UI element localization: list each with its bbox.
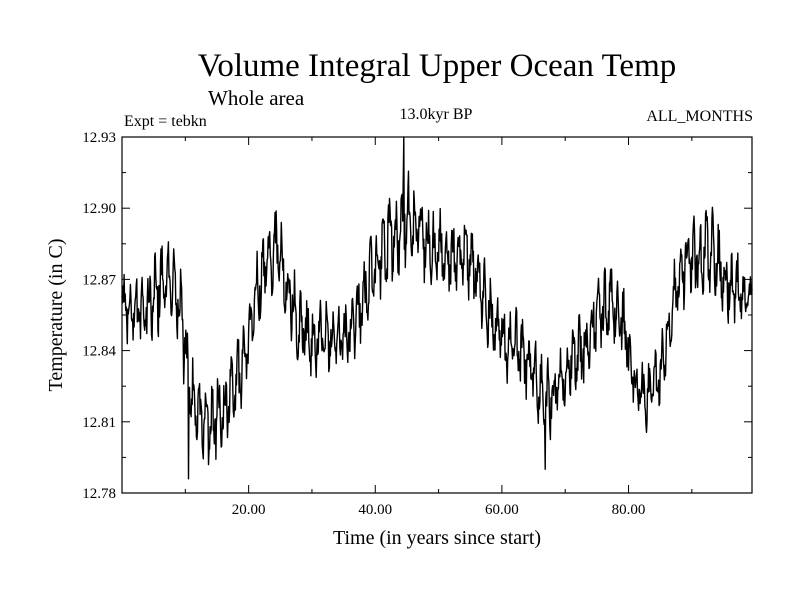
chart-title: Volume Integral Upper Ocean Temp [198,48,676,84]
x-tick-label: 40.00 [358,502,392,518]
y-axis-ticks: 12.78 12.81 12.84 12.87 12.90 12.93 [82,130,752,502]
experiment-label: Expt = tebkn [124,113,207,130]
months-label: ALL_MONTHS [646,108,753,125]
x-tick-label: 60.00 [485,502,519,518]
y-tick-label: 12.87 [82,272,116,288]
x-axis-ticks: 20.00 40.00 60.00 80.00 [184,137,693,518]
y-tick-label: 12.78 [82,486,116,502]
plot-frame [121,136,753,494]
x-axis-label: Time (in years since start) [333,527,541,549]
y-tick-label: 12.93 [82,130,116,146]
y-tick-label: 12.90 [82,201,116,217]
x-tick-label: 80.00 [612,502,646,518]
y-axis-label: Temperature (in C) [45,239,67,392]
chart-subtitle: Whole area [208,86,305,110]
x-tick-label: 20.00 [232,502,266,518]
series-line-temperature [121,136,753,480]
y-tick-label: 12.81 [82,415,116,431]
period-label: 13.0kyr BP [400,106,473,123]
y-tick-label: 12.84 [82,344,116,360]
